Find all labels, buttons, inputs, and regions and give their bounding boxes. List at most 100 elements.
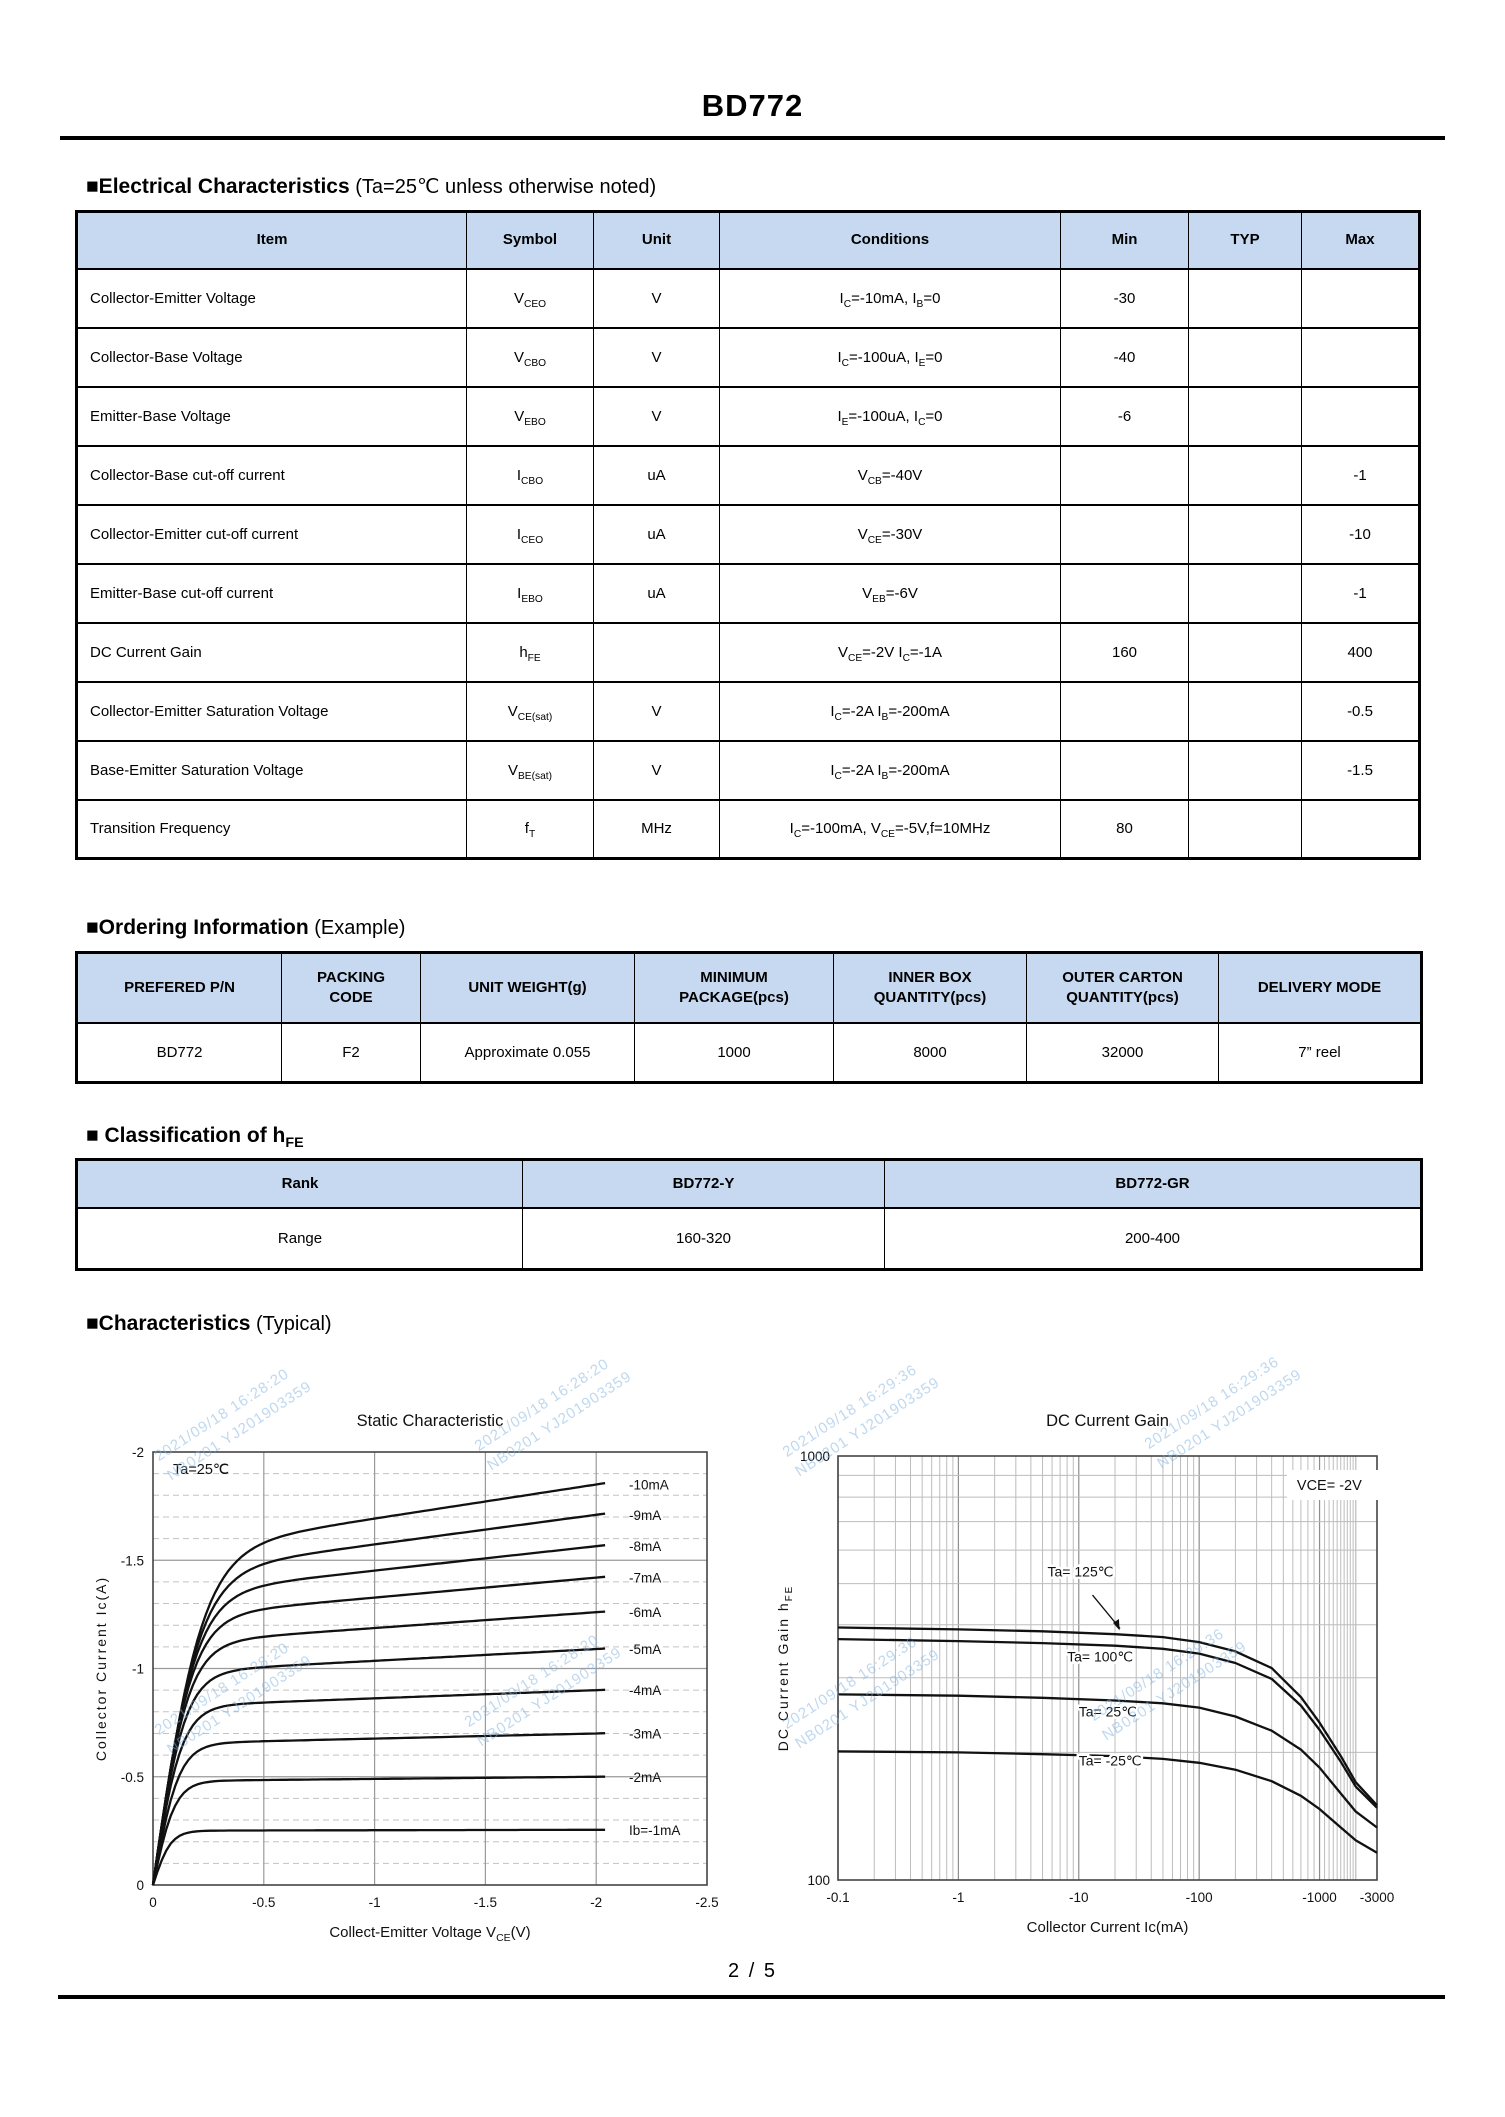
- table-row: Base-Emitter Saturation Voltage VBE(sat) V…: [76, 739, 1420, 801]
- header-rule: [60, 136, 1445, 140]
- svg-text:-1.5: -1.5: [121, 1553, 144, 1568]
- cell: IEBO: [466, 562, 594, 624]
- cell: MHz: [593, 798, 720, 860]
- svg-text:-1000: -1000: [1302, 1890, 1337, 1905]
- svg-text:-100: -100: [1186, 1890, 1213, 1905]
- cell: [1060, 562, 1189, 624]
- cell: 8000: [833, 1021, 1027, 1084]
- table-row: DC Current Gain hFE VCE=-2V IC=-1A 160 400: [76, 621, 1420, 683]
- cell: [1188, 326, 1302, 388]
- cell: [1188, 444, 1302, 506]
- table-row: Emitter-Base Voltage VEBO V IE=-100uA, IC=0…: [76, 385, 1420, 447]
- svg-text:0: 0: [149, 1895, 157, 1910]
- characteristics-heading-normal: (Typical): [250, 1313, 332, 1335]
- svg-text:DC Current Gain hFE​: DC Current Gain hFE​: [775, 1585, 795, 1751]
- table-row: Collector-Emitter cut-off current ICEO uA V…: [76, 503, 1420, 565]
- cell: 7” reel: [1218, 1021, 1422, 1084]
- svg-text:-2: -2: [590, 1895, 602, 1910]
- svg-text:Ta= 100℃: Ta= 100℃: [1067, 1648, 1133, 1664]
- cell: ICEO: [466, 503, 594, 565]
- cell: [1060, 503, 1189, 565]
- characteristics-section-heading: ■Characteristics (Typical): [86, 1312, 332, 1336]
- cell: [1188, 680, 1302, 742]
- table-header-row: Item Symbol Unit Conditions Min TYP Max: [76, 210, 1420, 270]
- svg-text:-10: -10: [1069, 1890, 1089, 1905]
- svg-text:-5mA: -5mA: [629, 1642, 661, 1657]
- svg-text:-3mA: -3mA: [629, 1726, 661, 1741]
- cell: VCB=-40V: [719, 444, 1061, 506]
- svg-text:-10mA: -10mA: [629, 1477, 669, 1492]
- page-title: BD772: [701, 88, 804, 123]
- cell: -30: [1060, 267, 1189, 329]
- table-row: Collector-Base Voltage VCBO V IC=-100uA, IE…: [76, 326, 1420, 388]
- svg-text:-0.1: -0.1: [826, 1890, 849, 1905]
- svg-text:Ta= 125℃: Ta= 125℃: [1048, 1563, 1114, 1579]
- svg-text:Static Characteristic: Static Characteristic: [357, 1412, 504, 1430]
- cell: V: [593, 680, 720, 742]
- cell: fT: [466, 798, 594, 860]
- electrical-heading-normal: (Ta=25℃ unless otherwise noted): [349, 176, 657, 198]
- svg-text:Ta= -25℃: Ta= -25℃: [1079, 1753, 1142, 1769]
- header-cell: BD772-GR: [884, 1158, 1422, 1209]
- header-cell: INNER BOX QUANTITY(pcs): [833, 951, 1027, 1024]
- cell: 1000: [634, 1021, 834, 1084]
- header-cell: Unit: [593, 210, 720, 270]
- cell: Collector-Emitter cut-off current: [76, 503, 467, 565]
- svg-text:-0.5: -0.5: [121, 1770, 144, 1785]
- hfe-classification-table: Rank BD772-Y BD772-GR Range 160-320 200-400: [75, 1158, 1423, 1271]
- cell: 160-320: [522, 1206, 885, 1271]
- cell: -0.5: [1301, 680, 1420, 742]
- header-cell: PACKING CODE: [281, 951, 421, 1024]
- svg-text:-1: -1: [132, 1662, 144, 1677]
- cell: IE=-100uA, IC=0: [719, 385, 1061, 447]
- electrical-section-heading: ■Electrical Characteristics (Ta=25℃ unle…: [86, 174, 656, 199]
- cell: [1060, 444, 1189, 506]
- svg-text:-2.5: -2.5: [695, 1895, 718, 1910]
- cell: IC=-2A IB=-200mA: [719, 680, 1061, 742]
- header-cell: Symbol: [466, 210, 594, 270]
- svg-text:-1: -1: [952, 1890, 964, 1905]
- page-number: 2 / 5: [728, 1960, 777, 1982]
- cell: uA: [593, 562, 720, 624]
- cell: V: [593, 385, 720, 447]
- header-cell: DELIVERY MODE: [1218, 951, 1422, 1024]
- cell: Range: [76, 1206, 523, 1271]
- dc-current-gain-chart: DC Current Gain -0.1 -1 -10 -100 -1000 -3000 10…: [775, 1412, 1397, 1936]
- cell: ICBO: [466, 444, 594, 506]
- svg-text:1000: 1000: [800, 1449, 830, 1464]
- table-row: Collector-Base cut-off current ICBO uA VCB=…: [76, 444, 1420, 506]
- cell: Emitter-Base Voltage: [76, 385, 467, 447]
- cell: [1188, 621, 1302, 683]
- svg-text:-4mA: -4mA: [629, 1683, 661, 1698]
- svg-text:DC Current Gain: DC Current Gain: [1046, 1412, 1169, 1430]
- svg-text:-2: -2: [132, 1445, 144, 1460]
- classification-heading: ■ Classification of hFE: [86, 1124, 304, 1152]
- header-cell: PREFERED P/N: [76, 951, 282, 1024]
- cell: [1188, 798, 1302, 860]
- svg-text:Ta=25℃: Ta=25℃: [173, 1462, 229, 1478]
- header-cell: OUTER CARTON QUANTITY(pcs): [1026, 951, 1219, 1024]
- cell: [1301, 385, 1420, 447]
- table-row: Collector-Emitter Saturation Voltage VCE(…: [76, 680, 1420, 742]
- svg-text:-0.5: -0.5: [252, 1895, 275, 1910]
- static-characteristic-chart: Static Characteristic 0 -0.5 -1 -1.5 -2 -2.5 0 -…: [93, 1412, 719, 1944]
- cell: DC Current Gain: [76, 621, 467, 683]
- header-cell: UNIT WEIGHT(g): [420, 951, 635, 1024]
- cell: IC=-100mA, VCE=-5V,f=10MHz: [719, 798, 1061, 860]
- cell: Collector-Emitter Saturation Voltage: [76, 680, 467, 742]
- svg-text:-3000: -3000: [1360, 1890, 1395, 1905]
- header-cell: Min: [1060, 210, 1189, 270]
- cell: Emitter-Base cut-off current: [76, 562, 467, 624]
- header-cell: Conditions: [719, 210, 1061, 270]
- cell: [1301, 798, 1420, 860]
- table-row: Transition Frequency fT MHz IC=-100mA, VCE=…: [76, 798, 1420, 860]
- cell: IC=-10mA, IB=0: [719, 267, 1061, 329]
- svg-text:-9mA: -9mA: [629, 1508, 661, 1523]
- svg-text:-1: -1: [369, 1895, 381, 1910]
- cell: Approximate 0.055: [420, 1021, 635, 1084]
- cell: VEBO: [466, 385, 594, 447]
- cell: [1188, 267, 1302, 329]
- cell: 400: [1301, 621, 1420, 683]
- table-header-row: Rank BD772-Y BD772-GR: [76, 1158, 1422, 1209]
